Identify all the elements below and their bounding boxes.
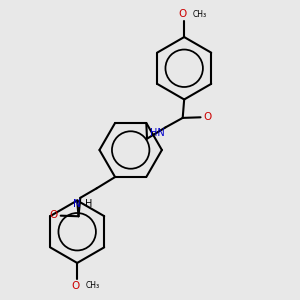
Text: CH₃: CH₃ <box>85 281 100 290</box>
Text: O: O <box>178 9 187 19</box>
Text: O: O <box>50 210 58 220</box>
Text: H: H <box>85 199 92 209</box>
Text: HN: HN <box>150 128 165 138</box>
Text: O: O <box>72 281 80 291</box>
Text: CH₃: CH₃ <box>193 10 207 19</box>
Text: N: N <box>74 199 81 209</box>
Text: O: O <box>203 112 212 122</box>
